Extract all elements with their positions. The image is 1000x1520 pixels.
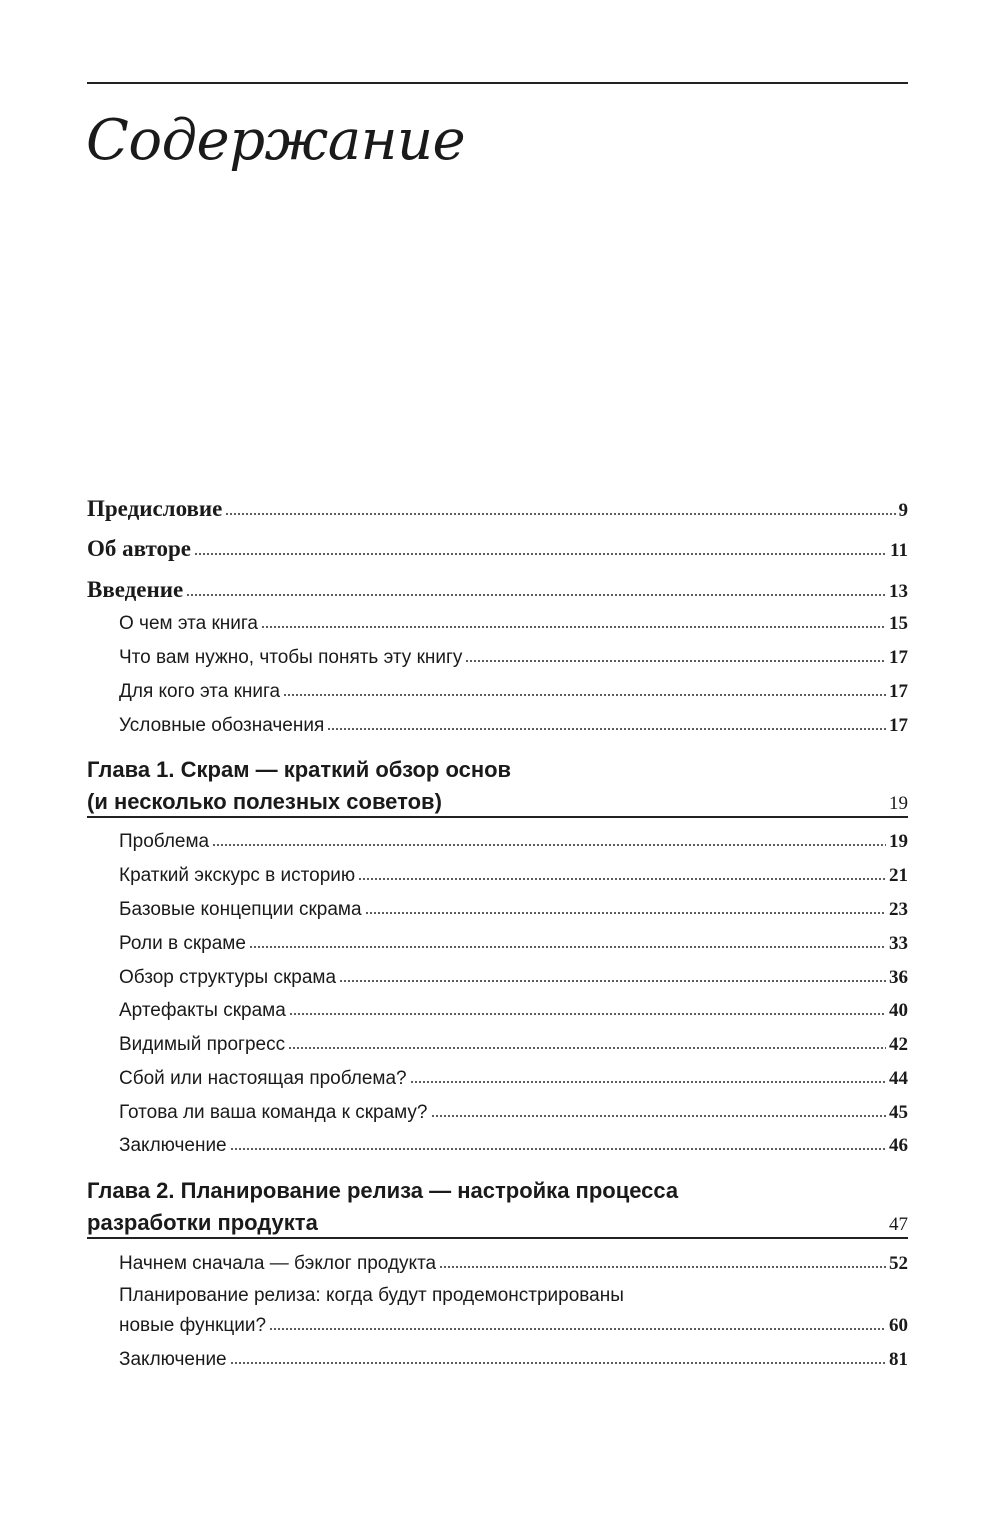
entry-title: Для кого эта книга bbox=[119, 681, 281, 702]
chapter-title-line1: Глава 2. Планирование релиза — настройка… bbox=[87, 1178, 679, 1203]
page-number: 9 bbox=[898, 500, 909, 521]
dot-leader bbox=[212, 843, 886, 847]
page-title: Содержание bbox=[86, 108, 466, 173]
entry-title: Базовые концепции скрама bbox=[119, 899, 362, 920]
page-number: 81 bbox=[889, 1349, 908, 1370]
page-number: 11 bbox=[890, 540, 908, 561]
dot-leader bbox=[439, 1265, 886, 1269]
chapter-title-line2: разработки продукта bbox=[87, 1210, 318, 1235]
entry-title: Артефакты скрама bbox=[119, 1000, 286, 1021]
toc-entry[interactable]: Начнем сначала — бэклог продукта 52 bbox=[119, 1253, 908, 1275]
toc-entry[interactable]: Обзор структуры скрама 36 bbox=[119, 967, 908, 989]
entry-title: Обзор структуры скрама bbox=[119, 967, 337, 988]
page-number: 33 bbox=[889, 933, 908, 954]
dot-leader bbox=[364, 911, 886, 915]
toc-entry[interactable]: О чем эта книга 15 bbox=[119, 613, 908, 635]
dot-leader bbox=[260, 625, 886, 629]
entry-title: Заключение bbox=[119, 1349, 227, 1370]
entry-title: Условные обозначения bbox=[119, 715, 325, 736]
entry-title: новые функции? bbox=[119, 1315, 267, 1336]
entry-title: Сбой или настоящая проблема? bbox=[119, 1068, 407, 1089]
entry-title: Готова ли ваша команда к скраму? bbox=[119, 1102, 428, 1123]
dot-leader bbox=[248, 945, 886, 949]
dot-leader bbox=[465, 659, 886, 663]
entry-title: Начнем сначала — бэклог продукта bbox=[119, 1253, 437, 1274]
page-number: 21 bbox=[889, 865, 908, 886]
page-number: 44 bbox=[889, 1068, 908, 1089]
entry-title: Предисловие bbox=[87, 496, 223, 521]
dot-leader bbox=[339, 979, 886, 983]
dot-leader bbox=[430, 1114, 886, 1118]
toc-entry[interactable]: Артефакты скрама 40 bbox=[119, 1000, 908, 1022]
dot-leader bbox=[229, 1361, 886, 1365]
entry-title: Что вам нужно, чтобы понять эту книгу bbox=[119, 647, 463, 668]
dot-leader bbox=[409, 1080, 886, 1084]
dot-leader bbox=[288, 1012, 886, 1016]
page-number: 45 bbox=[889, 1102, 908, 1123]
dot-leader bbox=[229, 1147, 886, 1151]
toc-entry[interactable]: Введение 13 bbox=[87, 577, 908, 603]
dot-leader bbox=[269, 1327, 886, 1331]
page-number: 17 bbox=[889, 647, 908, 668]
page-number: 47 bbox=[889, 1214, 908, 1235]
toc-entry[interactable]: Видимый прогресс 42 bbox=[119, 1034, 908, 1056]
page-number: 46 bbox=[889, 1135, 908, 1156]
page-number: 19 bbox=[889, 793, 908, 814]
page-number: 23 bbox=[889, 899, 908, 920]
toc-entry[interactable]: Заключение 81 bbox=[119, 1349, 908, 1371]
entry-title: Видимый прогресс bbox=[119, 1034, 286, 1055]
dot-leader bbox=[288, 1046, 886, 1050]
toc-entry[interactable]: Роли в скраме 33 bbox=[119, 933, 908, 955]
chapter-heading[interactable]: Глава 2. Планирование релиза — настройка… bbox=[87, 1178, 908, 1239]
entry-title: Роли в скраме bbox=[119, 933, 246, 954]
toc-entry[interactable]: Условные обозначения 17 bbox=[119, 715, 908, 737]
toc-entry[interactable]: Готова ли ваша команда к скраму? 45 bbox=[119, 1102, 908, 1124]
dot-leader bbox=[283, 693, 886, 697]
chapter-title-line1: Глава 1. Скрам — краткий обзор основ bbox=[87, 757, 512, 782]
dot-leader bbox=[327, 727, 886, 731]
page-number: 36 bbox=[889, 967, 908, 988]
toc-entry[interactable]: новые функции? 60 bbox=[119, 1315, 908, 1337]
page-number: 13 bbox=[889, 581, 908, 602]
entry-title: Об авторе bbox=[87, 536, 191, 561]
toc-entry[interactable]: Об авторе 11 bbox=[87, 536, 908, 562]
entry-title: Заключение bbox=[119, 1135, 227, 1156]
page-number: 42 bbox=[889, 1034, 908, 1055]
dot-leader bbox=[186, 593, 886, 597]
toc-entry[interactable]: Предисловие 9 bbox=[87, 496, 908, 522]
page-number: 52 bbox=[889, 1253, 908, 1274]
top-rule bbox=[87, 82, 908, 84]
toc-entry[interactable]: Сбой или настоящая проблема? 44 bbox=[119, 1068, 908, 1090]
page-number: 17 bbox=[889, 681, 908, 702]
toc-entry[interactable]: Что вам нужно, чтобы понять эту книгу 17 bbox=[119, 647, 908, 669]
page-number: 17 bbox=[889, 715, 908, 736]
chapter-title-line2: (и несколько полезных советов) bbox=[87, 789, 442, 814]
page-number: 19 bbox=[889, 831, 908, 852]
toc-entry[interactable]: Заключение 46 bbox=[119, 1135, 908, 1157]
dot-leader bbox=[358, 877, 886, 881]
toc-entry[interactable]: Проблема 19 bbox=[119, 831, 908, 853]
page-number: 15 bbox=[889, 613, 908, 634]
toc-entry-line1[interactable]: Планирование релиза: когда будут продемо… bbox=[119, 1285, 624, 1306]
entry-title: О чем эта книга bbox=[119, 613, 258, 634]
toc-entry[interactable]: Базовые концепции скрама 23 bbox=[119, 899, 908, 921]
chapter-heading[interactable]: Глава 1. Скрам — краткий обзор основ (и н… bbox=[87, 757, 908, 818]
toc-entry[interactable]: Краткий экскурс в историю 21 bbox=[119, 865, 908, 887]
dot-leader bbox=[193, 552, 888, 556]
dot-leader bbox=[225, 512, 896, 516]
page-number: 40 bbox=[889, 1000, 908, 1021]
entry-title: Проблема bbox=[119, 831, 210, 852]
page-number: 60 bbox=[889, 1315, 908, 1336]
entry-title: Краткий экскурс в историю bbox=[119, 865, 356, 886]
toc-entry[interactable]: Для кого эта книга 17 bbox=[119, 681, 908, 703]
entry-title: Введение bbox=[87, 577, 184, 602]
